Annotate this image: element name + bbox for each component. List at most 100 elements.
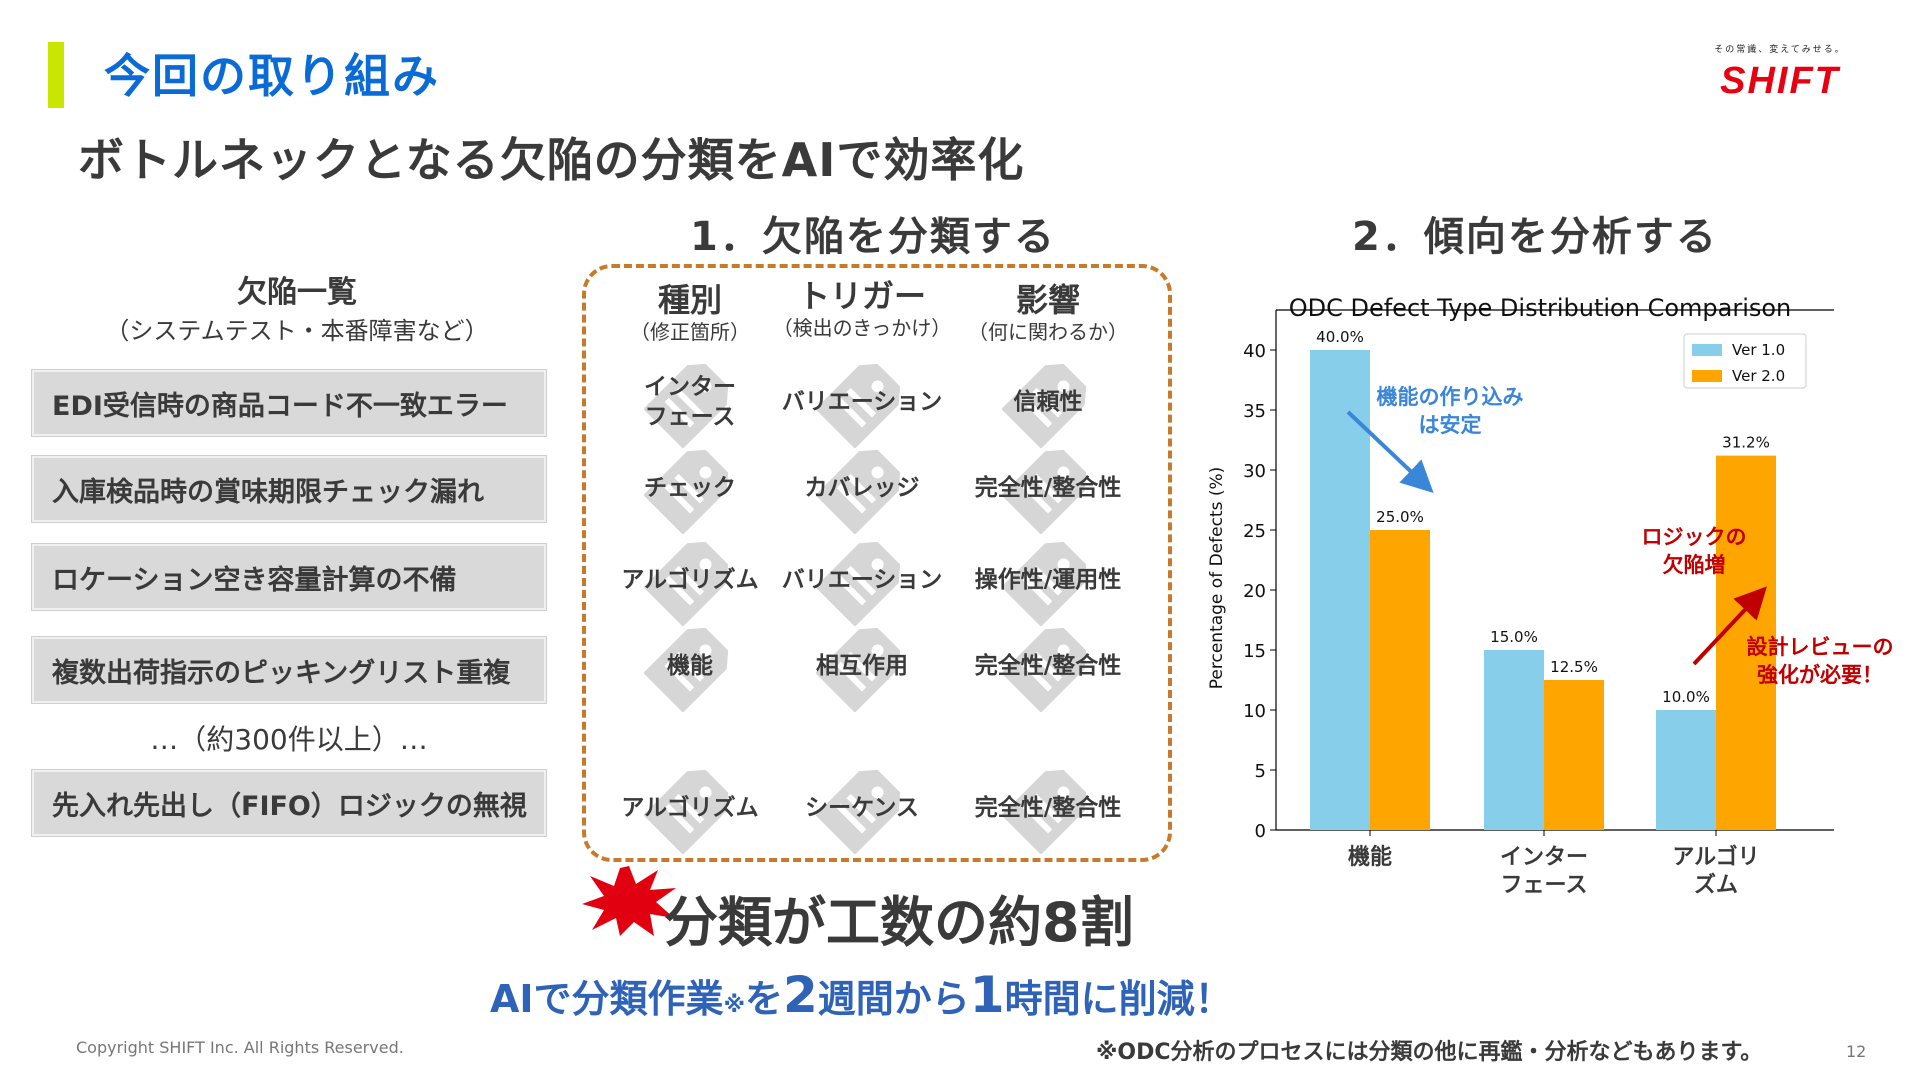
y-tick-label: 0 [1255,821,1266,842]
burst-icon [582,866,676,936]
column-subtitle: （検出のきっかけ） [772,316,952,340]
y-axis-label: Percentage of Defects (%) [1207,467,1227,690]
reduce-num-before: 2 [782,966,818,1024]
y-tick-label: 20 [1243,581,1266,602]
defect-item: EDI受信時の商品コード不一致エラー [32,370,546,436]
classification-cell: 相互作用 [816,653,908,679]
bar-ver-1.0 [1484,650,1544,830]
bar-ver-2.0 [1370,530,1430,830]
tag-icon [1001,356,1094,449]
chart-annotation: 設計レビューの [1747,635,1894,659]
column-title: 影響 [1015,281,1080,319]
data-label: 12.5% [1550,658,1598,676]
tag-icon [1001,762,1094,855]
logo-tagline: その常識、変えてみせる。 [1714,45,1846,55]
chart-annotation: 機能の作り込み [1377,385,1524,409]
data-label: 15.0% [1490,628,1538,646]
chart-annotation: は安定 [1419,413,1482,437]
step2-heading: 2．傾向を分析する [1352,214,1718,260]
tag-icon [815,356,908,449]
y-tick-label: 10 [1243,701,1266,722]
reduce-prefix: AIで分類作業 [490,977,724,1021]
tag-icon [643,442,736,535]
odc-bar-chart: ODC Defect Type Distribution Comparison 0… [1207,294,1894,898]
data-label: 25.0% [1376,508,1424,526]
x-tick-label: アルゴリ [1672,844,1759,870]
bar-ver-2.0 [1544,680,1604,830]
tag-icon [815,620,908,713]
x-tick-label: インター [1500,845,1588,870]
bar-ver-1.0 [1656,710,1716,830]
chart-annotation: 強化が必要！ [1757,663,1883,687]
defect-item: 複数出荷指示のピッキングリスト重複 [32,637,546,703]
classification-cell: 完全性/整合性 [974,475,1122,501]
legend-swatch [1692,370,1722,382]
increase-arrow [1692,586,1767,666]
reduce-mid1: を [744,977,783,1021]
column-title: トリガー [797,277,926,315]
x-tick-label: フェース [1501,873,1588,898]
classification-cell: 完全性/整合性 [974,795,1122,821]
tag-icon [643,762,736,855]
x-tick-label: 機能 [1348,844,1392,870]
tag-icon [643,620,736,713]
reduce-mid2: 週間から [817,977,970,1021]
reduce-suffix: に削減！ [1080,977,1233,1021]
title-accent-bar [48,42,64,108]
defect-list-heading: 欠陥一覧 （システムテスト・本番障害など） [32,274,562,350]
classification-cell: アルゴリズム [621,567,759,593]
y-tick-label: 25 [1243,521,1266,542]
y-tick-label: 35 [1243,401,1266,422]
defect-count-note: …（約300件以上）… [150,723,428,756]
legend-label: Ver 1.0 [1732,341,1785,359]
page-number: 12 [1846,1042,1867,1061]
column-subtitle: （何に関わるか） [968,320,1128,344]
tag-icon [815,534,908,627]
classification-cell: バリエーション [781,389,943,415]
tag-icon [815,762,908,855]
defect-item: ロケーション空き容量計算の不備 [32,544,546,610]
copyright: Copyright SHIFT Inc. All Rights Reserved… [76,1038,404,1057]
classification-cell: 信頼性 [1013,389,1083,415]
classification-cell: 機能 [667,653,713,679]
defect-item: 入庫検品時の賞味期限チェック漏れ [32,456,546,522]
tag-icon [1001,620,1094,713]
data-label: 31.2% [1722,434,1770,452]
x-tick-label: ズム [1694,872,1738,898]
reduce-num-after: 1 [969,966,1005,1024]
defect-item: 先入れ先出し（FIFO）ロジックの無視 [32,770,546,836]
effort-claim: 分類が工数の約8割 [664,891,1134,954]
data-label: 40.0% [1316,328,1364,346]
defect-list-subtitle: （システムテスト・本番障害など） [105,317,489,345]
classification-cell: 完全性/整合性 [974,653,1122,679]
legend-label: Ver 2.0 [1732,367,1785,385]
page-title: 今回の取り組み [104,49,440,103]
chart-annotation: ロジックの [1642,525,1747,549]
reduce-mid3: 時間 [1004,977,1081,1021]
column-header-trigger: トリガー （検出のきっかけ） [772,278,952,342]
logo-text: SHIFT [1720,60,1841,101]
bar-ver-2.0 [1716,455,1776,830]
classification-cell: シーケンス [805,795,919,821]
tag-icon [643,534,736,627]
column-subtitle: （修正箇所） [630,320,750,344]
classification-cell: インター フェース [644,374,736,430]
footnote: ※ODC分析のプロセスには分類の他に再鑑・分析などもあります。 [1096,1040,1763,1065]
classification-cell: チェック [644,475,736,501]
legend-swatch [1692,344,1722,356]
step1-heading: 1．欠陥を分類する [690,214,1056,260]
bar-ver-1.0 [1310,350,1370,830]
chart-title: ODC Defect Type Distribution Comparison [1289,294,1792,322]
tag-icon [643,356,736,449]
reduction-statement: AIで分類作業※を2週間から1時間に削減！ [490,966,1233,1024]
y-tick-label: 30 [1243,461,1266,482]
classification-cell: カバレッジ [804,475,920,501]
tag-icon [815,442,908,535]
classification-cell: 操作性/運用性 [974,567,1122,593]
column-title: 種別 [657,281,722,319]
y-tick-label: 15 [1243,641,1266,662]
decrease-arrow [1346,410,1434,493]
slide-subtitle: ボトルネックとなる欠陥の分類をAIで効率化 [78,133,1025,187]
chart-annotation: 欠陥増 [1663,553,1726,577]
tag-icon [1001,534,1094,627]
